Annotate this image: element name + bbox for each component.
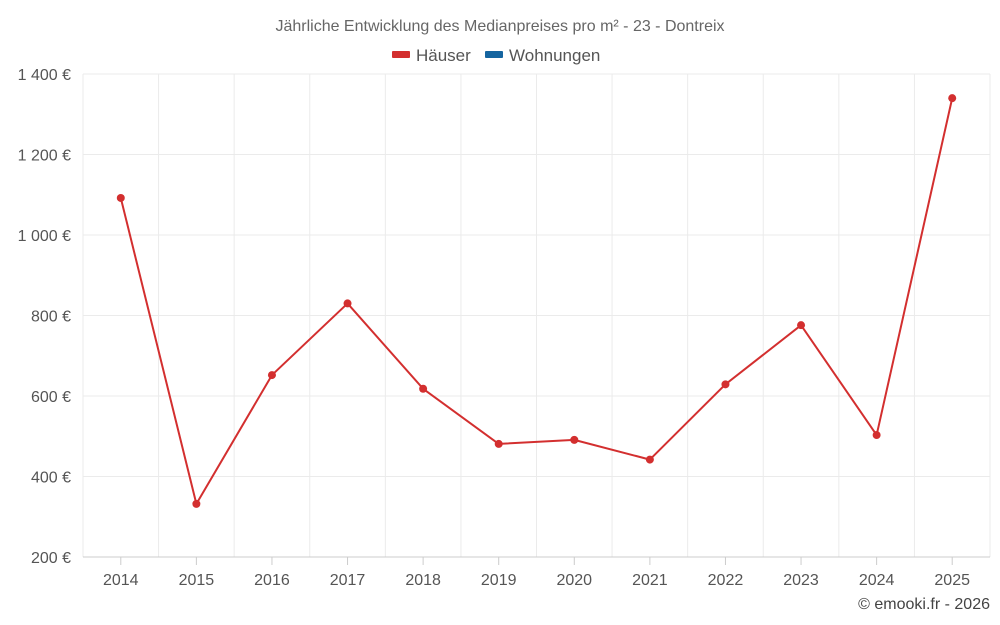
legend-swatch-haeuser[interactable]: [392, 51, 410, 58]
x-tick-label: 2020: [556, 572, 592, 589]
x-tick-label: 2015: [179, 572, 215, 589]
data-point[interactable]: [419, 384, 428, 393]
x-tick-label: 2016: [254, 572, 290, 589]
credit-text: © emooki.fr - 2026: [858, 596, 990, 613]
chart-title: Jährliche Entwicklung des Medianpreises …: [275, 18, 724, 35]
x-tick-label: 2019: [481, 572, 517, 589]
data-point[interactable]: [343, 299, 352, 308]
x-tick-label: 2018: [405, 572, 441, 589]
x-tick-label: 2025: [934, 572, 970, 589]
x-tick-label: 2021: [632, 572, 668, 589]
legend: Häuser Wohnungen: [392, 46, 600, 65]
x-tick-label: 2022: [708, 572, 744, 589]
data-point[interactable]: [192, 499, 201, 508]
data-point[interactable]: [948, 94, 957, 103]
x-axis: 2014 2015 2016 2017 2018 2019 2020 2021 2022 2023…: [83, 556, 990, 589]
x-tick-label: 2017: [330, 572, 366, 589]
series-line-0: [119, 97, 954, 505]
x-tick-label: 2023: [783, 572, 819, 589]
legend-label-haeuser[interactable]: Häuser: [416, 46, 471, 65]
data-point[interactable]: [721, 380, 730, 389]
data-point[interactable]: [645, 455, 654, 464]
x-tick-label: 2014: [103, 572, 139, 589]
data-point[interactable]: [116, 193, 125, 202]
y-tick-label: 600 €: [31, 389, 71, 406]
y-tick-label: 800 €: [31, 309, 71, 326]
y-tick-label: 1 400 €: [18, 67, 71, 84]
y-tick-label: 400 €: [31, 470, 71, 487]
grid: [82, 73, 991, 558]
data-point[interactable]: [570, 435, 579, 444]
data-point[interactable]: [872, 431, 881, 440]
data-point[interactable]: [797, 321, 806, 330]
series: [116, 94, 957, 508]
y-tick-label: 1 000 €: [18, 228, 71, 245]
y-tick-label: 200 €: [31, 550, 71, 567]
data-point[interactable]: [494, 439, 503, 448]
y-axis: 200 € 400 € 600 € 800 € 1 000 € 1 200 € 1 400 …: [18, 67, 71, 567]
x-tick-label: 2024: [859, 572, 895, 589]
data-point[interactable]: [267, 371, 276, 380]
y-tick-label: 1 200 €: [18, 148, 71, 165]
legend-label-wohnungen[interactable]: Wohnungen: [509, 46, 600, 65]
legend-swatch-wohnungen[interactable]: [485, 51, 503, 58]
